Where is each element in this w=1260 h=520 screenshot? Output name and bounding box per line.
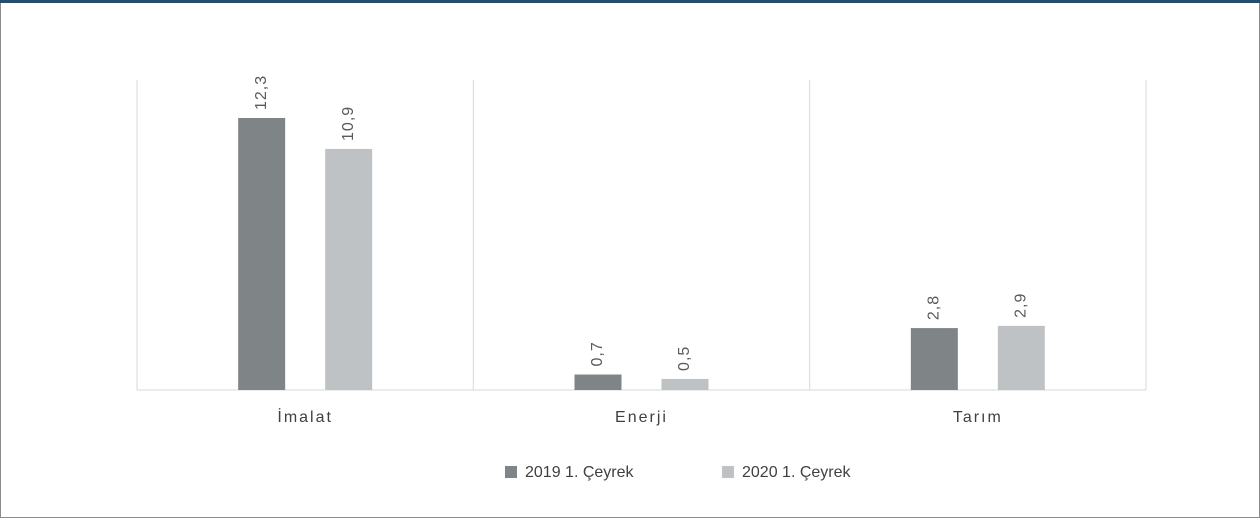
bar xyxy=(325,148,373,390)
value-label: 2,8 xyxy=(926,295,943,320)
bar xyxy=(238,118,286,390)
legend-swatch xyxy=(722,466,734,478)
legend-label: 2019 1. Çeyrek xyxy=(525,464,635,481)
bar xyxy=(997,325,1045,390)
top-rule xyxy=(0,0,1260,3)
value-label: 0,7 xyxy=(589,341,606,366)
value-label: 10,9 xyxy=(340,106,357,141)
bar xyxy=(574,374,622,390)
value-label: 0,5 xyxy=(676,346,693,371)
x-tick-label: Tarım xyxy=(953,409,1003,426)
legend-label: 2020 1. Çeyrek xyxy=(742,464,852,481)
bar xyxy=(910,328,958,390)
x-tick-label: İmalat xyxy=(277,407,333,426)
value-label: 12,3 xyxy=(253,75,270,110)
x-tick-label: Enerji xyxy=(615,409,668,426)
value-label: 2,9 xyxy=(1013,293,1030,318)
bar xyxy=(661,378,709,390)
legend-swatch xyxy=(505,466,517,478)
